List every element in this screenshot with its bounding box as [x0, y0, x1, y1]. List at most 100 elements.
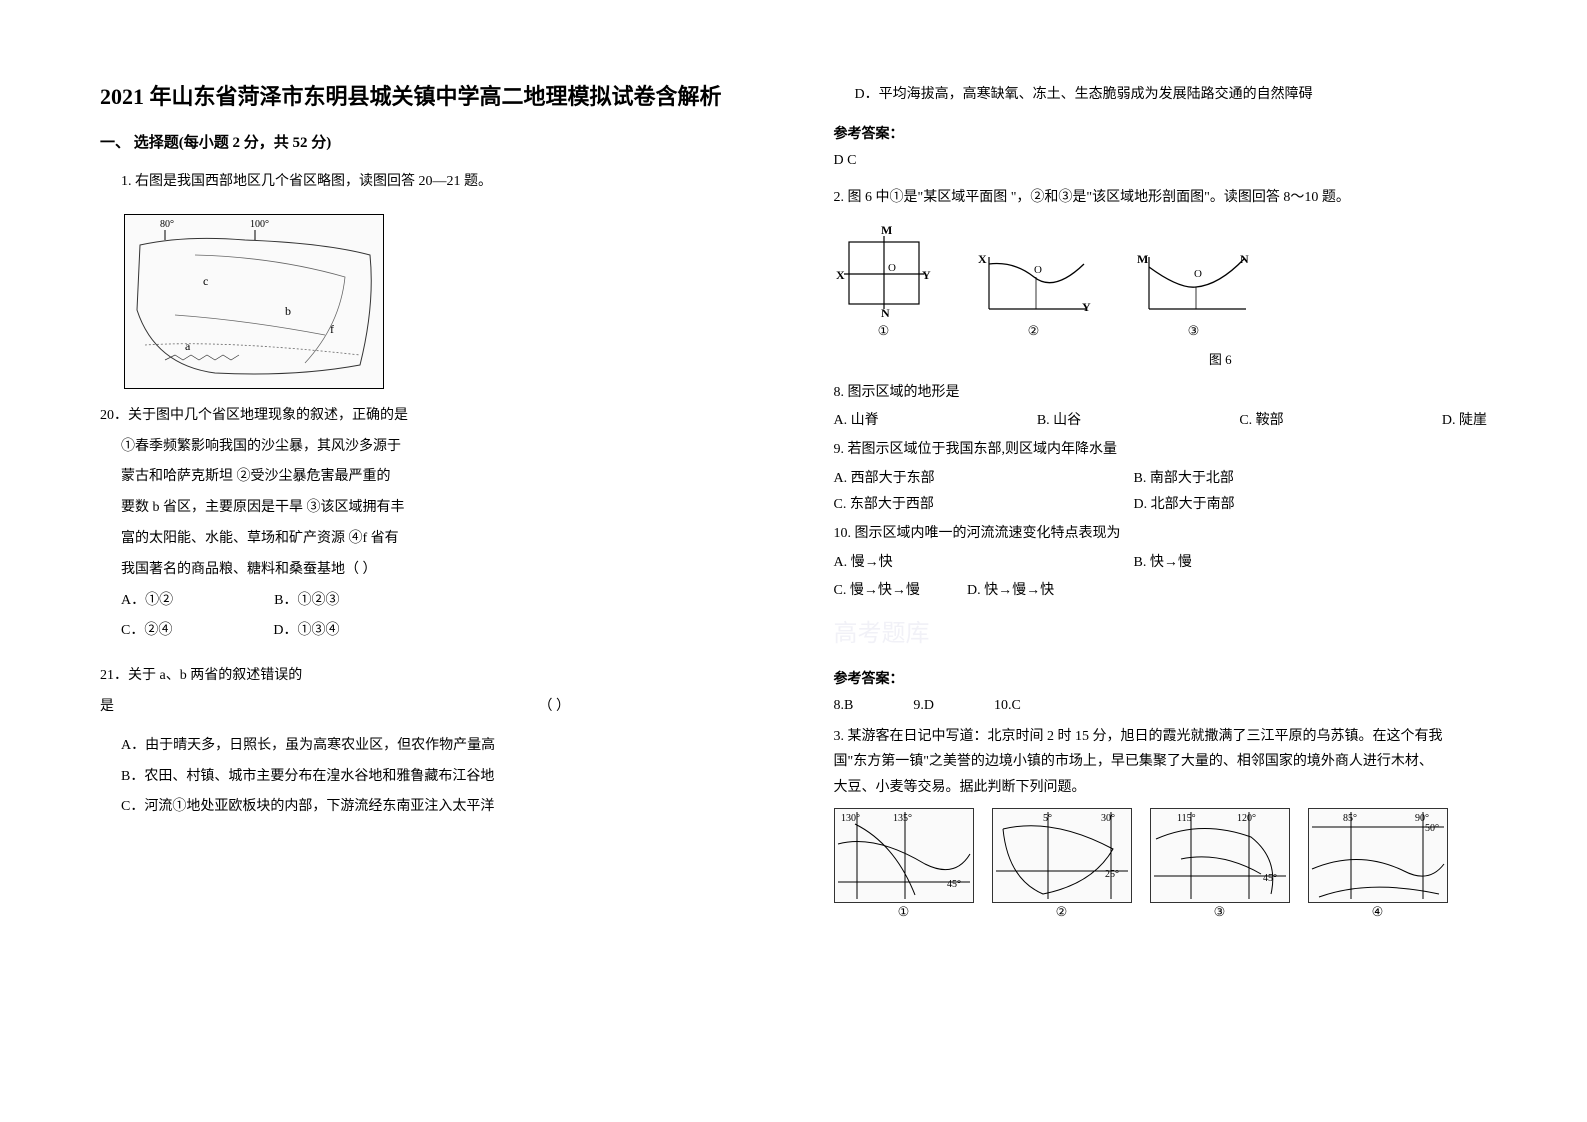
- q8-opt-d: D. 陡崖: [1442, 408, 1487, 435]
- q9-opt-a: A. 西部大于东部: [834, 466, 1134, 493]
- q20-l5: 我国著名的商品粮、糖料和桑蚕基地（ ）: [100, 555, 754, 586]
- q20-options-ab: A．①② B．①②③: [100, 586, 754, 617]
- lon-80-label: 80°: [160, 219, 174, 230]
- q10-opt-a: A. 慢→快: [834, 550, 1134, 577]
- svg-text:M: M: [1137, 252, 1148, 266]
- left-column: 2021 年山东省菏泽市东明县城关镇中学高二地理模拟试卷含解析 一、 选择题(每…: [100, 80, 754, 1082]
- q9-opt-c: C. 东部大于西部: [834, 492, 1134, 519]
- svg-text:Y: Y: [1082, 300, 1091, 314]
- q21-bracket: （ ）: [539, 692, 571, 723]
- svg-text:N: N: [1240, 252, 1249, 266]
- svg-text:120°: 120°: [1237, 813, 1256, 824]
- q20-opt-a: A．①②: [100, 586, 173, 617]
- svg-text:O: O: [1034, 264, 1042, 276]
- svg-text:50°: 50°: [1425, 823, 1439, 834]
- svg-text:O: O: [1194, 268, 1202, 280]
- q20-opt-b: B．①②③: [253, 586, 339, 617]
- right-column: D．平均海拔高，高寒缺氧、冻土、生态脆弱成为发展陆路交通的自然障碍 参考答案： …: [834, 80, 1488, 1082]
- small-map-2-num: ②: [1056, 904, 1068, 920]
- small-map-3-num: ③: [1214, 904, 1226, 920]
- q20-l4: 富的太阳能、水能、草场和矿产资源 ④f 省有: [100, 524, 754, 555]
- watermark: 高考题库: [834, 613, 1488, 648]
- small-map-1-num: ①: [898, 904, 910, 920]
- q3-l3: 大豆、小麦等交易。据此判断下列问题。: [834, 775, 1488, 800]
- diagram-2: X O Y ②: [974, 249, 1094, 339]
- q10-stem: 10. 图示区域内唯一的河流流速变化特点表现为: [834, 519, 1488, 550]
- q9-options-ab: A. 西部大于东部 B. 南部大于北部: [834, 466, 1488, 493]
- diagram-2-num: ②: [1028, 323, 1040, 339]
- q20-l1: ①春季频繁影响我国的沙尘暴，其风沙多源于: [100, 432, 754, 463]
- small-map-4-num: ④: [1372, 904, 1384, 920]
- svg-text:O: O: [888, 262, 896, 274]
- diagram-1-num: ①: [878, 323, 890, 339]
- diagram-caption: 图 6: [954, 349, 1488, 368]
- small-map-1: 130° 135° 45° ①: [834, 808, 974, 903]
- region-f-label: f: [330, 322, 334, 336]
- diagram-row: M X Y N O ① X O Y ②: [834, 224, 1488, 339]
- q3-l1: 3. 某游客在日记中写道：北京时间 2 时 15 分，旭日的霞光就撒满了三江平原…: [834, 724, 1488, 749]
- region-a-label: a: [185, 339, 191, 353]
- q20-l2: 蒙古和哈萨克斯坦 ②受沙尘暴危害最严重的: [100, 462, 754, 493]
- q3-l2: 国"东方第一镇"之美誉的边境小镇的市场上，早已集聚了大量的、相邻国家的境外商人进…: [834, 749, 1488, 774]
- q21-stem-b-text: 是: [100, 692, 114, 723]
- svg-text:N: N: [881, 306, 890, 319]
- q8-opt-b: B. 山谷: [1037, 408, 1081, 435]
- svg-text:45°: 45°: [1263, 873, 1277, 884]
- q8-opt-c: C. 鞍部: [1239, 408, 1283, 435]
- svg-text:135°: 135°: [893, 813, 912, 824]
- answer-8: 8.B: [834, 698, 854, 714]
- q21-stem-a: 21．关于 a、b 两省的叙述错误的: [100, 661, 754, 692]
- region-c-label: c: [203, 274, 208, 288]
- svg-text:30°: 30°: [1101, 813, 1115, 824]
- q9-stem: 9. 若图示区域位于我国东部,则区域内年降水量: [834, 435, 1488, 466]
- q2-intro: 2. 图 6 中①是"某区域平面图 "，②和③是"该区域地形剖面图"。读图回答 …: [834, 183, 1488, 214]
- small-map-4: 85° 90° 50° ④: [1308, 808, 1448, 903]
- diagram-3-num: ③: [1188, 323, 1200, 339]
- q20-l3: 要数 b 省区，主要原因是干旱 ③该区域拥有丰: [100, 493, 754, 524]
- small-map-3: 115° 120° 45° ③: [1150, 808, 1290, 903]
- q9-opt-d: D. 北部大于南部: [1134, 492, 1235, 519]
- q10-opt-b: B. 快→慢: [1134, 550, 1192, 577]
- answers2-header: 参考答案：: [834, 668, 1488, 688]
- svg-text:M: M: [881, 224, 892, 237]
- answer-10: 10.C: [994, 698, 1021, 714]
- section-header: 一、 选择题(每小题 2 分，共 52 分): [100, 131, 754, 152]
- q20-options-cd: C．②④ D．①③④: [100, 616, 754, 647]
- svg-text:X: X: [836, 268, 845, 282]
- diagram-3: M O N ③: [1134, 249, 1254, 339]
- q10-opt-c: C. 慢→快→慢: [834, 576, 964, 607]
- q21-opt-d: D．平均海拔高，高寒缺氧、冻土、生态脆弱成为发展陆路交通的自然障碍: [834, 80, 1488, 111]
- q21-opt-c: C．河流①地处亚欧板块的内部，下游流经东南亚注入太平洋: [100, 792, 754, 823]
- svg-text:Y: Y: [922, 268, 931, 282]
- svg-text:X: X: [978, 252, 987, 266]
- svg-text:85°: 85°: [1343, 813, 1357, 824]
- answers1-values: D C: [834, 153, 1488, 169]
- lon-100-label: 100°: [250, 219, 269, 230]
- q20-stem: 20．关于图中几个省区地理现象的叙述，正确的是: [100, 401, 754, 432]
- q10-options-ab: A. 慢→快 B. 快→慢: [834, 550, 1488, 577]
- region-b-label: b: [285, 304, 291, 318]
- q21-opt-b: B．农田、村镇、城市主要分布在湟水谷地和雅鲁藏布江谷地: [100, 762, 754, 793]
- small-map-2: 5° 30° 25° ②: [992, 808, 1132, 903]
- q10-options-cd: C. 慢→快→慢 D. 快→慢→快: [834, 576, 1488, 607]
- map-figure-1: 80° 100° c b a f: [124, 214, 384, 389]
- q9-opt-b: B. 南部大于北部: [1134, 466, 1234, 493]
- q1-intro: 1. 右图是我国西部地区几个省区略图，读图回答 20—21 题。: [100, 167, 754, 198]
- q10-opt-d: D. 快→慢→快: [967, 583, 1054, 598]
- q8-options: A. 山脊 B. 山谷 C. 鞍部 D. 陡崖: [834, 408, 1488, 435]
- answers2-values: 8.B 9.D 10.C: [834, 698, 1488, 714]
- q20-opt-d: D．①③④: [252, 616, 339, 647]
- small-maps-row: 130° 135° 45° ① 5° 30° 25° ②: [834, 808, 1488, 903]
- answers1-header: 参考答案：: [834, 123, 1488, 143]
- answer-9: 9.D: [913, 698, 934, 714]
- q8-stem: 8. 图示区域的地形是: [834, 378, 1488, 409]
- q21-opt-a: A．由于晴天多，日照长，虽为高寒农业区，但农作物产量高: [100, 731, 754, 762]
- svg-text:45°: 45°: [947, 879, 961, 890]
- diagram-1: M X Y N O ①: [834, 224, 934, 339]
- q8-opt-a: A. 山脊: [834, 408, 879, 435]
- page-title: 2021 年山东省菏泽市东明县城关镇中学高二地理模拟试卷含解析: [100, 80, 754, 113]
- svg-text:115°: 115°: [1177, 813, 1196, 824]
- q20-opt-c: C．②④: [100, 616, 172, 647]
- q21-stem-b: 是 （ ）: [100, 692, 570, 723]
- q9-options-cd: C. 东部大于西部 D. 北部大于南部: [834, 492, 1488, 519]
